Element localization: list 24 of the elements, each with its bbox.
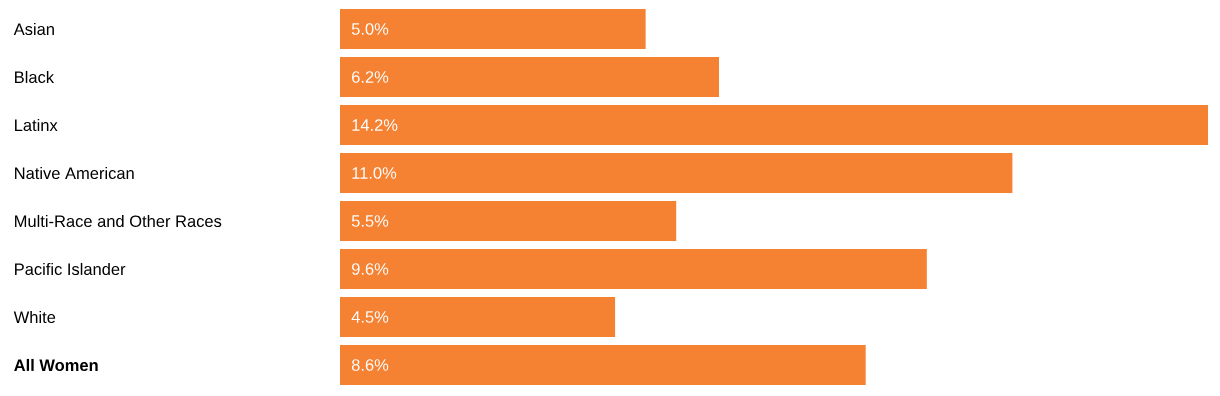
bar	[340, 249, 927, 289]
data-label: 5.5%	[351, 215, 389, 227]
bar	[340, 105, 1209, 145]
y-tick-label: White	[13, 310, 56, 324]
data-label: 9.6%	[351, 263, 389, 275]
y-tick-label: Native American	[15, 166, 134, 180]
data-label: 5.0%	[351, 23, 389, 35]
data-label: 8.6%	[351, 359, 389, 371]
bar	[340, 153, 1013, 193]
bar	[340, 9, 646, 49]
bar	[340, 201, 677, 241]
y-tick-label: Multi-Race and Other Races	[15, 214, 222, 228]
y-tick-label: Asian	[13, 22, 54, 36]
data-label: 14.2%	[352, 119, 398, 131]
y-tick-label: Pacific Islander	[15, 262, 126, 276]
bar	[340, 345, 866, 385]
data-label: 11.0%	[352, 167, 397, 179]
y-tick-label: Latinx	[15, 118, 58, 132]
data-label: 6.2%	[352, 71, 389, 83]
bar	[340, 57, 719, 97]
bar	[340, 297, 616, 337]
data-label: 4.5%	[351, 311, 389, 323]
y-tick-label: Black	[15, 70, 55, 84]
y-tick-label: All Women	[14, 358, 98, 372]
